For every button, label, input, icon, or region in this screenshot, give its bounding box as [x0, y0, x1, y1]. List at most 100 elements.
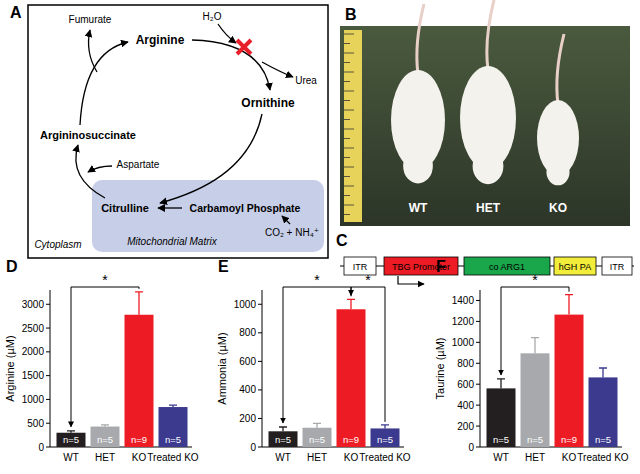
ruler-tick [344, 43, 350, 44]
construct-label: ITR [610, 262, 625, 272]
arrow-h2o [218, 24, 236, 43]
y-axis [480, 290, 481, 447]
bar [487, 388, 516, 447]
bar [521, 353, 550, 447]
y-tick [476, 321, 480, 322]
y-tick-label: 0 [250, 442, 256, 453]
x-tick-label: WT [63, 452, 79, 463]
x-tick-label: KO [562, 452, 577, 463]
metabolite: Arginine [136, 33, 185, 47]
y-tick-label: 800 [239, 327, 256, 338]
arrow-aspartate [88, 166, 112, 172]
byproduct: CO₂ + NH₄⁺ [265, 227, 319, 238]
panel-letter: C [336, 232, 348, 249]
construct-element [602, 257, 632, 275]
error-bar [169, 405, 177, 407]
construct-element [384, 257, 458, 275]
n-label: n=5 [595, 434, 611, 445]
ruler-tick [344, 53, 354, 54]
bar [91, 427, 120, 447]
y-axis-label: Arginine (µM) [4, 335, 16, 401]
panel-letter: B [345, 6, 357, 23]
metabolite: Ornithine [241, 96, 295, 110]
n-label: n=9 [561, 434, 577, 445]
y-tick [476, 342, 480, 343]
y-tick [46, 351, 50, 352]
significance-star: * [365, 272, 371, 288]
metabolite: Argininosuccinate [40, 129, 136, 141]
plot-area [57, 292, 188, 447]
compartment: Mitochondrial Matrix [127, 236, 217, 247]
construct-element [344, 257, 376, 275]
bar [125, 315, 154, 447]
metabolite: Carbamoyl Phosphate [190, 202, 301, 214]
x-tick-label: Treated KO [359, 452, 411, 463]
y-tick-label: 400 [239, 384, 256, 395]
error-bar [497, 379, 505, 388]
bar [589, 377, 618, 447]
y-tick [46, 304, 50, 305]
y-axis [262, 290, 263, 447]
construct-element [554, 257, 596, 275]
bar [269, 431, 298, 447]
ruler-tick [344, 91, 354, 92]
construct-label: co ARG1 [489, 262, 525, 272]
y-tick-label: 0 [468, 442, 474, 453]
arrow-urea [262, 62, 293, 77]
n-label: n=5 [309, 434, 325, 445]
mouse-tail [557, 34, 564, 104]
mito-box [92, 180, 324, 252]
y-tick [476, 384, 480, 385]
ruler-tick [344, 81, 350, 82]
y-tick [46, 375, 50, 376]
x-tick-label: KO [132, 452, 147, 463]
ruler-tick [344, 167, 354, 168]
x-tick-label: HET [95, 452, 115, 463]
y-tick [476, 447, 480, 448]
ruler-tick [344, 186, 354, 187]
arrow-co2 [282, 216, 290, 224]
ruler-tick [344, 138, 350, 139]
y-tick [258, 447, 262, 448]
y-tick-label: 0 [38, 442, 44, 453]
ruler-tick [344, 195, 350, 196]
panel-letter: A [10, 4, 22, 21]
error-bar [67, 431, 75, 433]
y-tick [46, 423, 50, 424]
y-tick-label: 3000 [22, 299, 45, 310]
arrow-orn-cit [160, 114, 262, 203]
y-tick-label: 800 [457, 358, 474, 369]
significance-bracket [71, 287, 139, 427]
mouse-tail [417, 4, 424, 74]
bar [371, 428, 400, 447]
y-tick-label: 200 [239, 413, 256, 424]
photo-bg [340, 26, 630, 226]
y-tick-label: 1200 [452, 316, 475, 327]
y-tick [476, 363, 480, 364]
n-label: n=9 [131, 434, 147, 445]
y-tick-label: 1500 [22, 370, 45, 381]
y-tick-label: 500 [27, 418, 44, 429]
byproduct: Aspartate [117, 159, 160, 170]
y-tick-label: 600 [239, 356, 256, 367]
mouse-head [473, 148, 504, 184]
error-bar [347, 299, 355, 309]
ruler-tick [344, 214, 350, 215]
plot-area [269, 299, 400, 447]
chart: E02004006008001000Ammonia (µM)n=5WTn=5HE… [216, 258, 411, 463]
error-bar [279, 427, 287, 431]
significance-bracket [351, 287, 385, 422]
error-bar [101, 425, 109, 427]
ruler-tick [344, 157, 350, 158]
panel-letter: E [218, 258, 229, 275]
panel-letter: F [436, 258, 446, 275]
diagram-frame [28, 5, 328, 258]
y-tick-label: 1400 [452, 295, 475, 306]
genotype-label: WT [409, 201, 428, 215]
y-tick [258, 361, 262, 362]
arrow-arg-orn [192, 40, 270, 90]
significance-bracket [283, 287, 351, 423]
error-bar [381, 425, 389, 429]
chart: F0200400600800100012001400Taurine (µM)n=… [434, 258, 629, 463]
ruler-tick [344, 62, 350, 63]
